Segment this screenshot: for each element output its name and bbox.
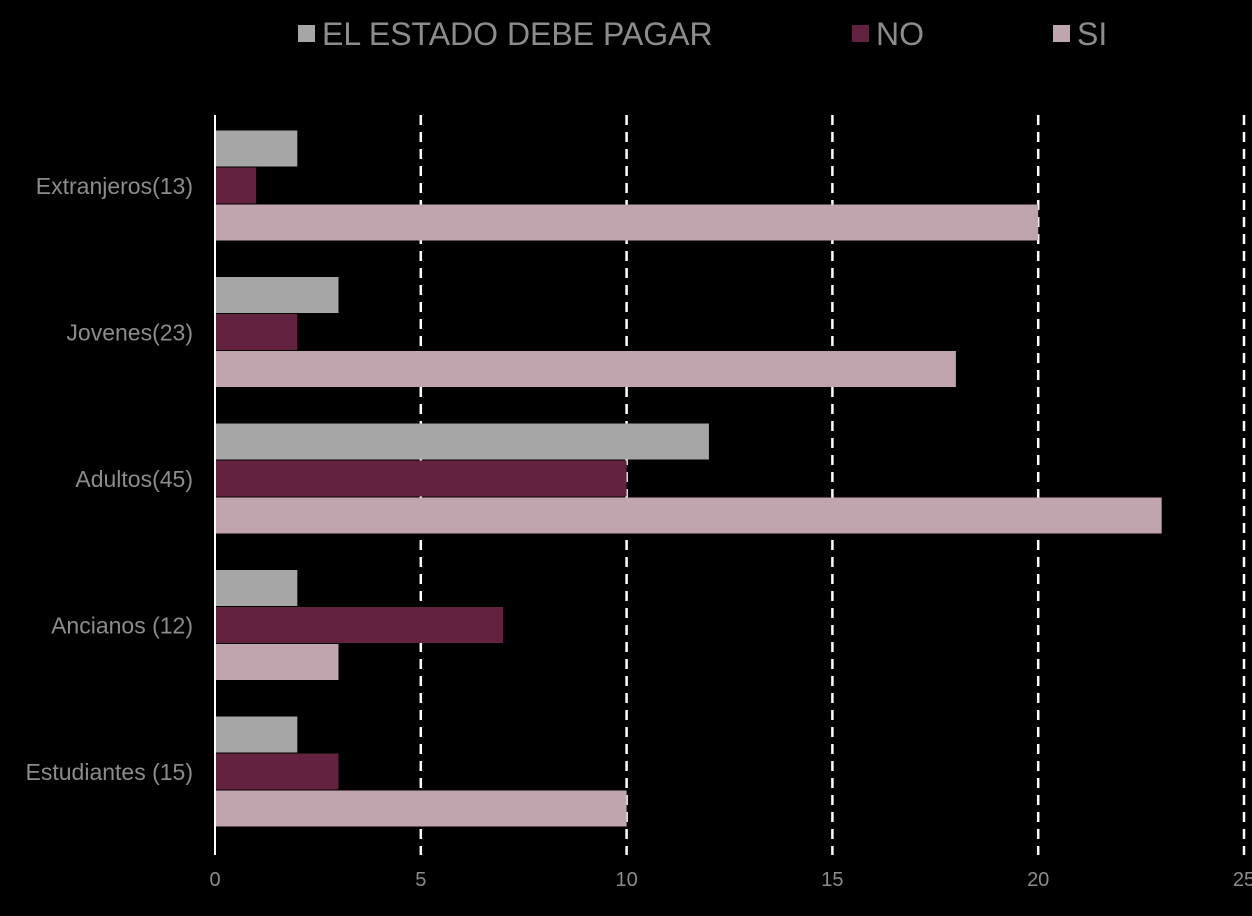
category-label-1: Ancianos (12) — [51, 613, 193, 639]
bar-2-0 — [215, 790, 627, 827]
bar-2-4 — [215, 204, 1039, 241]
bar-0-2 — [215, 423, 709, 460]
x-tick-label-0: 0 — [209, 869, 220, 891]
x-tick-label-25: 25 — [1233, 869, 1252, 891]
category-label-3: Jovenes(23) — [66, 320, 193, 346]
legend-label-0: EL ESTADO DEBE PAGAR — [322, 16, 713, 52]
category-label-4: Extranjeros(13) — [36, 173, 193, 199]
legend-label-2: SI — [1077, 16, 1107, 52]
category-label-2: Adultos(45) — [75, 466, 193, 492]
x-tick-label-20: 20 — [1027, 869, 1049, 891]
legend-label-1: NO — [876, 16, 924, 52]
legend-swatch-1 — [852, 25, 869, 42]
bar-0-0 — [215, 716, 298, 753]
legend-swatch-2 — [1053, 25, 1070, 42]
bar-0-4 — [215, 130, 298, 167]
axes: 0 5 10 15 20 25 Estudiantes (15) Ancianos (12) A… — [26, 115, 1252, 891]
bar-1-4 — [215, 167, 257, 204]
x-tick-label-10: 10 — [615, 869, 637, 891]
bar-1-3 — [215, 314, 298, 350]
bar-1-1 — [215, 607, 504, 643]
bar-1-0 — [215, 753, 339, 790]
x-tick-label-15: 15 — [821, 869, 843, 891]
bar-0-1 — [215, 570, 298, 606]
bars — [215, 130, 1162, 827]
bar-2-2 — [215, 497, 1162, 534]
bar-0-3 — [215, 277, 339, 313]
category-label-0: Estudiantes (15) — [26, 759, 193, 785]
legend: EL ESTADO DEBE PAGAR NO SI — [298, 16, 1107, 52]
x-tick-label-5: 5 — [415, 869, 426, 891]
bar-1-2 — [215, 460, 627, 497]
bar-2-3 — [215, 351, 956, 387]
legend-swatch-0 — [298, 25, 315, 42]
bar-2-1 — [215, 644, 339, 680]
